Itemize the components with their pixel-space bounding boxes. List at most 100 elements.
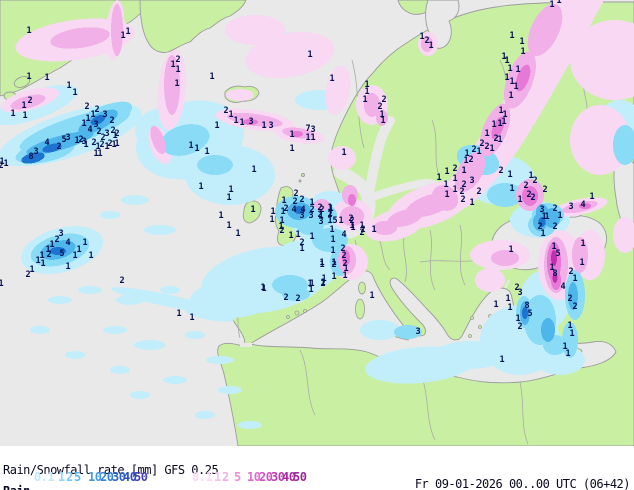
land-ireland	[242, 200, 262, 224]
precip-value-label: 1	[250, 205, 255, 215]
precip-value-label: 4	[300, 205, 305, 215]
precip-value-label: 1	[452, 174, 457, 184]
precip-value-label: 2	[320, 279, 325, 289]
legend-bar: Rain/Snowfall rate [mm] GFS 0.25 Fr 09-0…	[0, 446, 634, 490]
precip-value-label: 3	[469, 176, 474, 186]
precip-value-label: 1	[549, 263, 554, 273]
precip-value-label: 1	[491, 120, 496, 130]
precip-value-label: 1	[22, 111, 27, 121]
precip-value-label: 3	[517, 288, 522, 298]
precip-value-label: 1	[540, 229, 545, 239]
precip-value-label: 1	[66, 81, 71, 91]
precip-value-label: 1	[501, 52, 506, 62]
precip-value-label: 1	[72, 88, 77, 98]
precip-value-label: 2	[84, 102, 89, 112]
precip-value-label: 5	[61, 135, 66, 145]
precip-value-label: 1	[0, 157, 5, 167]
precip-value-label: 2	[100, 133, 105, 143]
precip-value-label: 5	[527, 309, 532, 319]
precip-value-label: 2	[479, 139, 484, 149]
precip-value-label: 4	[560, 282, 565, 292]
precip-value-label: 2	[299, 238, 304, 248]
precip-value-label: 1	[330, 246, 335, 256]
snow-scale-value: 2	[222, 470, 229, 484]
precip-value-label: 1	[319, 258, 324, 268]
precip-value-label: 1	[270, 207, 275, 217]
precip-value-label: 1	[176, 309, 181, 319]
precip-value-label: 1	[579, 258, 584, 268]
precip-value-label: 1	[235, 229, 240, 239]
rain-scale-value: 5	[74, 470, 81, 484]
precip-value-label: 1	[562, 342, 567, 352]
precip-value-label: 1	[189, 313, 194, 323]
precip-value-label: 1	[580, 239, 585, 249]
precip-value-label: 2	[349, 216, 354, 226]
precip-value-label: 1	[504, 73, 509, 83]
precip-value-label: 1	[330, 235, 335, 245]
precip-value-label: 1	[93, 149, 98, 159]
precip-value-label: 1	[289, 130, 294, 140]
precip-value-label: 1	[318, 211, 323, 221]
precip-value-label: 2	[552, 204, 557, 214]
precip-value-label: 1	[509, 31, 514, 41]
precip-value-label: 3	[102, 110, 107, 120]
precip-value-label: 1	[509, 77, 514, 87]
precip-value-label: 1	[319, 260, 324, 270]
precip-value-label: 1	[371, 225, 376, 235]
precip-value-label: 1	[112, 131, 117, 141]
precip-value-label: 1	[44, 73, 49, 83]
precip-value-label: 1	[567, 321, 572, 331]
precip-value-label: 2	[317, 203, 322, 213]
precip-value-label: 5	[59, 249, 64, 259]
precip-value-label: 2	[175, 55, 180, 65]
precip-value-label: 1	[175, 65, 180, 75]
precip-value-label: 3	[268, 121, 273, 131]
precip-value-label: 2	[110, 126, 115, 136]
rain-scale-value: 10	[88, 470, 102, 484]
precip-value-label: 2	[283, 204, 288, 214]
legend-title-row: Rain/Snowfall rate [mm] GFS 0.25 Fr 09-0…	[0, 449, 634, 490]
precip-value-label: 2	[25, 270, 30, 280]
precip-value-label: 7	[305, 124, 310, 134]
precip-value-label: 2	[552, 222, 557, 232]
precip-value-label: 4	[44, 138, 49, 148]
precip-value-label: 1	[508, 91, 513, 101]
precip-value-label: 2	[109, 116, 114, 126]
precip-value-label: 1	[328, 204, 333, 214]
precip-value-label: 2	[94, 105, 99, 115]
precip-value-label: 2	[341, 251, 346, 261]
precip-value-label: 3	[308, 211, 313, 221]
precip-value-label: 1	[362, 95, 367, 105]
rain-scale-value: 50	[134, 470, 148, 484]
precip-value-label: 3	[318, 217, 323, 227]
precip-value-label: 1	[505, 294, 510, 304]
precip-value-label: 2	[283, 293, 288, 303]
precip-value-label: 2	[542, 185, 547, 195]
precip-value-label: 1	[369, 291, 374, 301]
precip-value-label: 3	[568, 202, 573, 212]
precip-value-label: 1	[350, 223, 355, 233]
precip-value-label: 1	[461, 166, 466, 176]
precip-value-label: 1	[226, 193, 231, 203]
precip-value-label: 1	[341, 148, 346, 158]
precip-value-label: 2	[223, 106, 228, 116]
precip-value-label: 2	[292, 197, 297, 207]
snow-scale-value: 20	[259, 470, 273, 484]
precip-value-label: 2	[572, 302, 577, 312]
precip-value-label: 1	[331, 272, 336, 282]
precip-value-label: 1	[269, 215, 274, 225]
precip-value-label: 1	[331, 258, 336, 268]
precip-value-label: 1	[29, 265, 34, 275]
precip-value-label: 1	[342, 271, 347, 281]
precip-value-label: 1	[0, 279, 4, 289]
snow-strong-areas	[242, 64, 591, 290]
precip-value-label: 1	[260, 283, 265, 293]
precip-value-label: 1	[299, 244, 304, 254]
precip-value-label: 2	[460, 195, 465, 205]
precip-value-label: 1	[544, 212, 549, 222]
rain-intense-cores	[21, 114, 546, 319]
rain-scale-value: 2	[66, 470, 73, 484]
precip-value-label: 1	[499, 355, 504, 365]
precip-value-label: 2	[107, 139, 112, 149]
precip-value-label: 1	[82, 238, 87, 248]
